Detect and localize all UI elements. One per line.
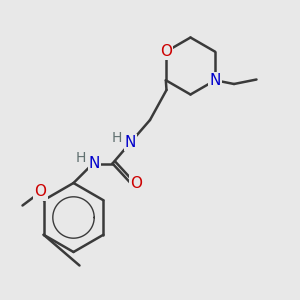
Text: O: O [130,176,142,190]
Text: N: N [209,73,221,88]
Text: N: N [125,135,136,150]
Text: O: O [160,44,172,59]
Text: O: O [34,184,46,200]
Text: H: H [112,131,122,145]
Text: H: H [76,151,86,165]
Text: N: N [89,156,100,171]
